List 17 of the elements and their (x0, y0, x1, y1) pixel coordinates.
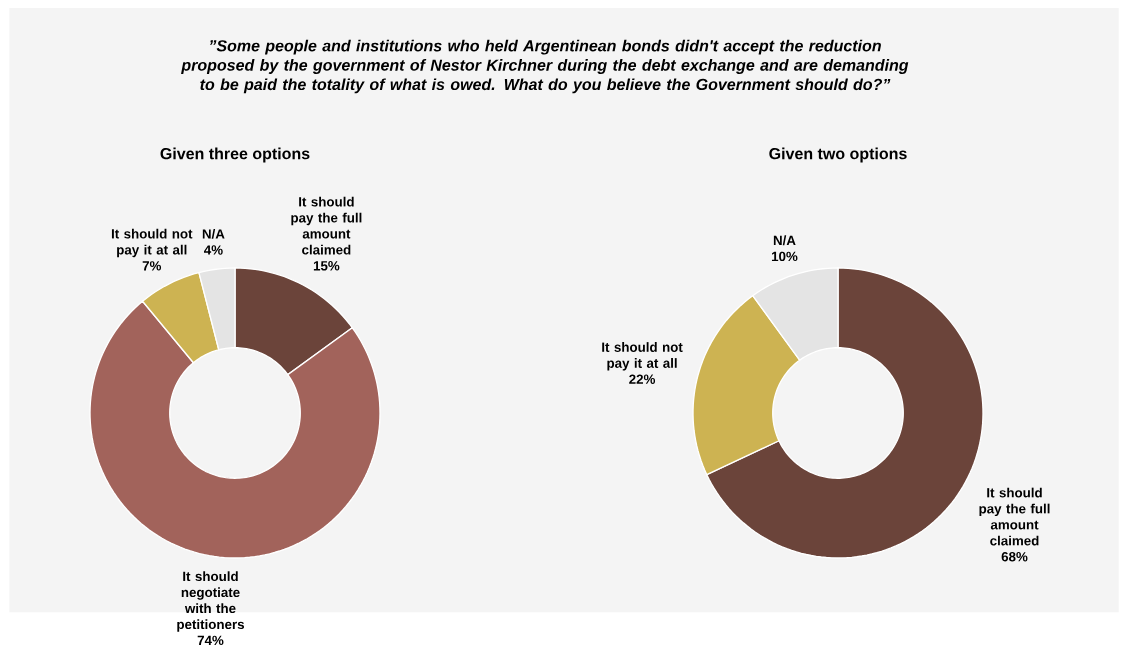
slice-label: It should not pay it at all (111, 228, 193, 258)
data-label: 22% (629, 374, 656, 385)
chart-title: Given three options (160, 147, 310, 163)
data-label: 10% (771, 251, 798, 262)
slice-label: N/A (773, 235, 796, 246)
slice-label: It should pay the full amount claimed (291, 196, 362, 255)
chart-title: Given two options (769, 147, 907, 163)
data-label: 74% (197, 635, 224, 646)
slice-label: It should negotiate with the petitioners (177, 571, 245, 632)
slice-label: N/A (202, 229, 225, 239)
data-label: 4% (204, 245, 223, 255)
data-label: 7% (142, 261, 162, 271)
slice-label: It should not pay it at all (602, 342, 683, 371)
data-label: 68% (1001, 552, 1028, 562)
slice-label: It should pay the full amount claimed (979, 487, 1050, 546)
data-label: 15% (313, 261, 340, 271)
text: ”Some people and institutions who held Argentinean bonds didn't accept the reduction proposed by the government of Nestor Kirchner during the debt exchange and are demanding to be paid the totality of what is owed. What do you believe the Government should do?” (181, 39, 909, 94)
